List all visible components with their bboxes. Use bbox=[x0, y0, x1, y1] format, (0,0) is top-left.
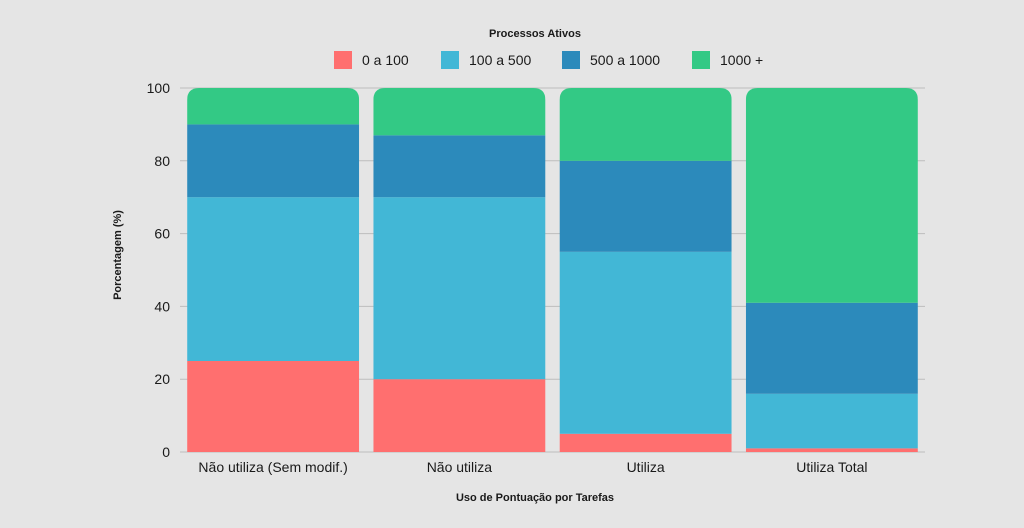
bar-segment bbox=[559, 433, 732, 452]
x-category-label: Utiliza Total bbox=[796, 459, 867, 475]
bar-segment bbox=[559, 88, 732, 161]
legend-item: 1000 + bbox=[692, 51, 763, 69]
x-axis-title: Uso de Pontuação por Tarefas bbox=[456, 492, 614, 504]
y-tick-label: 100 bbox=[147, 80, 171, 96]
legend-swatch bbox=[562, 51, 580, 69]
legend: Processos Ativos 0 a 100 100 a 500 500 a 1… bbox=[334, 28, 763, 69]
legend-title: Processos Ativos bbox=[489, 28, 581, 40]
legend-item: 100 a 500 bbox=[441, 51, 531, 69]
x-axis-labels: Não utiliza (Sem modif.) Não utiliza Utili… bbox=[198, 459, 867, 475]
y-tick-label: 80 bbox=[154, 153, 170, 169]
bar-segment bbox=[187, 197, 360, 361]
y-tick-label: 0 bbox=[162, 444, 170, 460]
legend-label: 100 a 500 bbox=[469, 52, 531, 68]
bar-segment bbox=[559, 251, 732, 434]
y-tick-label: 20 bbox=[154, 371, 170, 387]
bar-stack bbox=[187, 88, 360, 452]
legend-label: 0 a 100 bbox=[362, 52, 409, 68]
y-tick-label: 60 bbox=[154, 226, 170, 242]
bar-segment bbox=[373, 379, 546, 452]
bar-segment bbox=[373, 197, 546, 380]
bar-segment bbox=[745, 448, 918, 452]
bars bbox=[187, 88, 918, 452]
bar-segment bbox=[187, 361, 360, 452]
bar-stack bbox=[373, 88, 546, 452]
legend-label: 500 a 1000 bbox=[590, 52, 660, 68]
bar-segment bbox=[187, 88, 360, 125]
legend-swatch bbox=[692, 51, 710, 69]
y-axis-title: Porcentagem (%) bbox=[112, 210, 124, 300]
bar-stack bbox=[559, 88, 732, 452]
bar-segment bbox=[559, 160, 732, 252]
legend-swatch bbox=[334, 51, 352, 69]
y-axis-ticks: 0 20 40 60 80 100 bbox=[147, 80, 171, 460]
legend-label: 1000 + bbox=[720, 52, 763, 68]
bar-segment bbox=[745, 302, 918, 394]
x-category-label: Não utiliza bbox=[427, 459, 493, 475]
legend-item: 0 a 100 bbox=[334, 51, 409, 69]
x-category-label: Utiliza bbox=[627, 459, 665, 475]
x-category-label: Não utiliza (Sem modif.) bbox=[198, 459, 347, 475]
bar-stack bbox=[745, 88, 918, 452]
y-tick-label: 40 bbox=[154, 298, 170, 314]
legend-swatch bbox=[441, 51, 459, 69]
bar-segment bbox=[745, 393, 918, 449]
bar-segment bbox=[373, 135, 546, 198]
bar-segment bbox=[373, 88, 546, 136]
bar-segment bbox=[187, 124, 360, 198]
bar-segment bbox=[745, 88, 918, 303]
legend-item: 500 a 1000 bbox=[562, 51, 660, 69]
